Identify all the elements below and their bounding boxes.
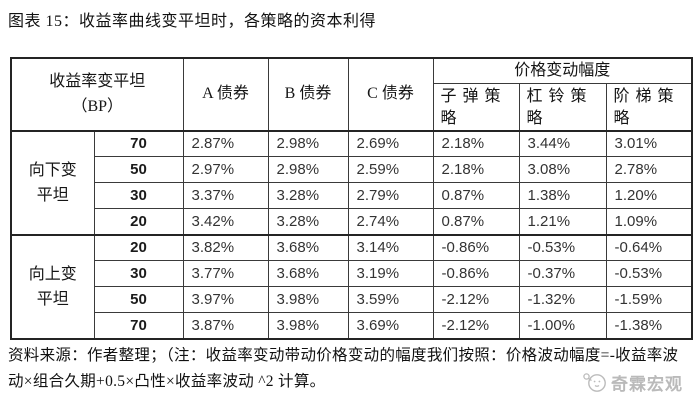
value-cell: 3.68% (267, 233, 349, 261)
table-row: 70 3.87% 3.98% 3.69% -2.12% -1.00% -1.38… (11, 312, 693, 339)
value-cell: 2.18% (432, 129, 520, 157)
value-cell: 3.97% (182, 286, 269, 313)
value-cell: 2.74% (347, 208, 434, 235)
value-cell: 3.68% (267, 260, 349, 287)
bp-cell: 20 (93, 233, 184, 261)
value-cell: 1.20% (605, 182, 693, 209)
value-cell: 3.37% (182, 182, 269, 209)
value-cell: -1.00% (518, 312, 607, 339)
value-cell: 2.18% (432, 156, 520, 183)
header-row-1: 收益率变平坦（BP） A 债券 B 债券 C 债券 价格变动幅度 (10, 57, 693, 131)
table-row: 20 3.42% 3.28% 2.74% 0.87% 1.21% 1.09% (11, 208, 693, 235)
value-cell: -1.32% (518, 286, 607, 313)
value-cell: 3.01% (605, 129, 693, 157)
header-price-change-group: 价格变动幅度 (432, 57, 693, 84)
value-cell: 3.28% (267, 208, 349, 235)
bp-cell: 70 (93, 129, 184, 157)
value-cell: 2.97% (182, 156, 269, 183)
bp-cell: 20 (93, 208, 184, 235)
source-note: 资料来源：作者整理；（注：收益率变动带动价格变动的幅度我们按照：价格波动幅度=-… (8, 347, 679, 390)
value-cell: 3.82% (182, 233, 269, 261)
header-strategy-barbell-label: 杠铃策略 (526, 87, 587, 127)
value-cell: 0.87% (432, 182, 520, 209)
bp-cell: 30 (93, 182, 184, 209)
value-cell: 3.42% (182, 208, 269, 235)
bp-cell: 70 (93, 312, 184, 339)
header-strategy-barbell: 杠铃策略 (518, 82, 607, 131)
value-cell: 3.87% (182, 312, 269, 339)
value-cell: -1.38% (605, 312, 693, 339)
table-body: 向下变平坦 70 2.87% 2.98% 2.69% 2.18% 3.44% 3… (10, 129, 693, 339)
qilin-macro-mascot-icon (582, 371, 607, 394)
value-cell: 2.59% (347, 156, 434, 183)
table-row: 50 2.97% 2.98% 2.59% 2.18% 3.08% 2.78% (11, 156, 693, 183)
section-label-up-flatten: 向上变平坦 (10, 233, 95, 339)
value-cell: 1.21% (518, 208, 607, 235)
value-cell: 3.44% (518, 129, 607, 157)
table-row: 向下变平坦 70 2.87% 2.98% 2.69% 2.18% 3.44% 3… (10, 129, 693, 235)
table-row: 向上变平坦 20 3.82% 3.68% 3.14% -0.86% -0.53%… (10, 233, 693, 339)
value-cell: 3.77% (182, 260, 269, 287)
section-label-up-flatten-text: 向上变平坦 (28, 265, 77, 308)
value-cell: 2.79% (347, 182, 434, 209)
header-strategy-bullet-label: 子弹策略 (440, 87, 501, 127)
value-cell: -1.59% (605, 286, 693, 313)
value-cell: 3.28% (267, 182, 349, 209)
value-cell: -0.53% (518, 233, 607, 261)
value-cell: 0.87% (432, 208, 520, 235)
value-cell: 3.14% (347, 233, 434, 261)
page-title: 图表 15：收益率曲线变平坦时，各策略的资本利得 (8, 13, 377, 30)
watermark: 奇霖宏观 (580, 370, 683, 395)
value-cell: 3.19% (347, 260, 434, 287)
value-cell: 3.69% (347, 312, 434, 339)
watermark-label: 奇霖宏观 (611, 375, 683, 394)
value-cell: 2.98% (267, 129, 349, 157)
table-row: 50 3.97% 3.98% 3.59% -2.12% -1.32% -1.59… (11, 286, 693, 313)
value-cell: 3.98% (267, 286, 349, 313)
value-cell: -0.86% (432, 233, 520, 261)
capital-gains-table: 收益率变平坦（BP） A 债券 B 债券 C 债券 价格变动幅度 子弹策略 杠铃… (10, 57, 694, 340)
value-cell: 3.08% (518, 156, 607, 183)
value-cell: 3.98% (267, 312, 349, 339)
header-bond-a: A 债券 (182, 57, 269, 131)
table-row: 30 3.37% 3.28% 2.79% 0.87% 1.38% 1.20% (11, 182, 693, 209)
table-header: 收益率变平坦（BP） A 债券 B 债券 C 债券 价格变动幅度 子弹策略 杠铃… (10, 57, 693, 131)
value-cell: 1.09% (605, 208, 693, 235)
table-row: 30 3.77% 3.68% 3.19% -0.86% -0.37% -0.53… (11, 260, 693, 287)
value-cell: -0.53% (605, 260, 693, 287)
header-strategy-bullet: 子弹策略 (432, 82, 520, 131)
section-label-down-flatten: 向下变平坦 (10, 129, 95, 235)
bp-cell: 30 (93, 260, 184, 287)
header-row-2: 子弹策略 杠铃策略 阶梯策略 (11, 82, 693, 131)
value-cell: 2.69% (347, 129, 434, 157)
value-cell: 2.78% (605, 156, 693, 183)
bp-cell: 50 (93, 156, 184, 183)
value-cell: -0.37% (518, 260, 607, 287)
value-cell: 3.59% (347, 286, 434, 313)
section-label-down-flatten-text: 向下变平坦 (28, 161, 77, 204)
value-cell: 1.38% (518, 182, 607, 209)
value-cell: -2.12% (432, 286, 520, 313)
header-strategy-ladder: 阶梯策略 (605, 82, 693, 131)
header-bond-b: B 债券 (267, 57, 349, 131)
bp-cell: 50 (93, 286, 184, 313)
header-strategy-ladder-label: 阶梯策略 (613, 87, 674, 127)
value-cell: 2.98% (267, 156, 349, 183)
value-cell: 2.87% (182, 129, 269, 157)
value-cell: -0.86% (432, 260, 520, 287)
header-bond-c: C 债券 (347, 57, 434, 131)
value-cell: -2.12% (432, 312, 520, 339)
header-yield-flatten-bp-label: 收益率变平坦（BP） (49, 73, 146, 116)
header-yield-flatten-bp: 收益率变平坦（BP） (10, 57, 184, 131)
value-cell: -0.64% (605, 233, 693, 261)
